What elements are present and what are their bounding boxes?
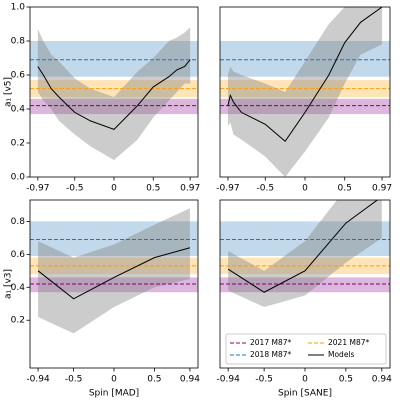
y-axis-label: a₁ [v5] — [4, 77, 14, 107]
model-line — [37, 59, 191, 130]
y-tick-label: 0.8 — [11, 217, 26, 227]
legend-label: 2021 M87* — [328, 338, 369, 347]
legend-box — [225, 333, 387, 365]
x-tick-label: 0 — [302, 184, 308, 194]
x-tick-label: -0.97 — [216, 184, 239, 194]
x-tick-label: 0.5 — [146, 184, 160, 194]
x-tick-label: 0.5 — [338, 184, 352, 194]
plot-area — [30, 208, 198, 334]
obs-band — [30, 41, 198, 77]
model-spread — [37, 27, 191, 161]
x-tick-label: -0.97 — [26, 184, 49, 194]
y-axis-label: a₁ [v3] — [4, 269, 14, 299]
obs-band — [220, 41, 390, 77]
plot-area — [220, 7, 390, 177]
model-spread — [228, 200, 382, 308]
legend-label: 2017 M87* — [250, 338, 291, 347]
x-tick-label: 0 — [111, 184, 117, 194]
model-line — [37, 247, 191, 300]
y-tick-label: 0.4 — [11, 105, 26, 115]
model-spread — [227, 7, 383, 177]
obs-band — [220, 98, 390, 115]
plot-area — [220, 200, 390, 308]
model-line — [227, 7, 383, 143]
y-tick-label: 0.2 — [11, 316, 25, 326]
obs-band — [30, 277, 198, 293]
plot-area — [30, 27, 198, 161]
x-tick-label: -0.94 — [26, 375, 50, 385]
legend-label: 2018 M87* — [250, 350, 291, 359]
y-tick-label: 0.6 — [11, 71, 26, 81]
x-tick-label: 0.97 — [372, 184, 392, 194]
x-tick-label: 0.5 — [339, 375, 353, 385]
x-axis-label: Spin [SANE] — [278, 389, 332, 399]
x-tick-label: 0.94 — [180, 375, 200, 385]
x-tick-label: 0.94 — [372, 375, 392, 385]
model-line — [227, 200, 379, 293]
x-tick-label: -0.5 — [255, 375, 273, 385]
y-tick-label: 1.0 — [11, 3, 26, 13]
x-tick-label: -0.5 — [256, 184, 274, 194]
obs-band — [220, 277, 390, 293]
x-tick-label: 0 — [302, 375, 308, 385]
y-tick-label: 0.6 — [11, 250, 26, 260]
y-tick-label: 0.8 — [11, 37, 26, 47]
obs-band — [220, 221, 390, 256]
y-tick-label: 0.4 — [11, 283, 26, 293]
x-tick-label: 0 — [111, 375, 117, 385]
legend-label: Models — [328, 350, 355, 359]
x-tick-label: -0.5 — [66, 184, 84, 194]
y-tick-label: 0.0 — [11, 173, 26, 183]
x-axis-label: Spin [MAD] — [89, 389, 139, 399]
x-tick-label: 0.97 — [180, 184, 200, 194]
y-tick-label: 0.2 — [11, 139, 25, 149]
x-tick-label: -0.5 — [65, 375, 83, 385]
obs-band — [30, 221, 198, 256]
x-tick-label: 0.5 — [147, 375, 161, 385]
x-tick-label: -0.94 — [217, 375, 241, 385]
